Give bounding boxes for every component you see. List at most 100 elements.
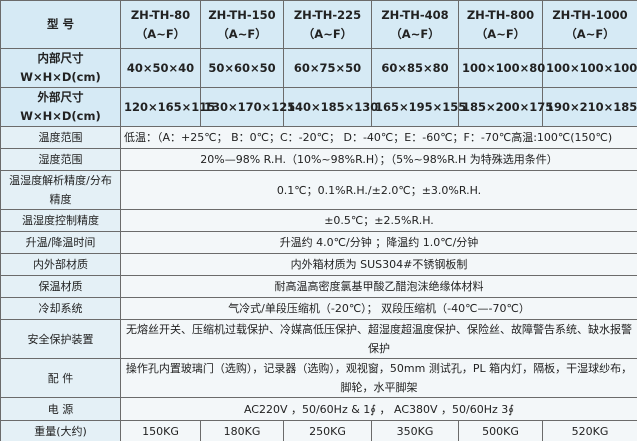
header-row: 型 号 ZH-TH-80 （A~F） ZH-TH-150 （A~F） ZH-TH-225 （… — [0, 0, 637, 49]
inner-size-cell: 40×50×40 — [120, 48, 201, 88]
spec-label-text: 升温/降温时间 — [25, 236, 96, 249]
weight-cell-text: 180KG — [223, 425, 261, 438]
outer-size-label-text: 外部尺寸 — [37, 90, 84, 104]
spec-value-text: 内外箱材质为 SUS304#不锈钢板制 — [290, 258, 468, 271]
weight-label-text: 重量(大约) — [34, 425, 87, 438]
spec-row: 温度范围 低温：（A：+25℃； B：0℃；C：-20℃； D：-40℃；E：-6… — [0, 126, 637, 149]
spec-row: 温湿度解析精度/分布精度 0.1℃；0.1%R.H./±2.0℃；±3.0%R.H… — [0, 170, 637, 210]
model-cell-text: ZH-TH-1000 — [552, 7, 628, 22]
model-cell: ZH-TH-80 （A~F） — [120, 0, 201, 49]
spec-label-text: 配 件 — [47, 371, 74, 385]
spec-label: 安全保护装置 — [0, 319, 121, 359]
spec-label: 内外部材质 — [0, 253, 121, 276]
model-cell-text: （A~F） — [565, 26, 615, 41]
weight-cell-text: 250KG — [309, 425, 346, 438]
weight-cell-text: 500KG — [482, 425, 519, 438]
inner-size-cell-text: 60×75×50 — [293, 60, 362, 75]
model-cell: ZH-TH-225 （A~F） — [283, 0, 372, 49]
spec-value: AC220V ，50/60Hz & 1∮ ， AC380V ，50/60Hz 3… — [120, 397, 637, 421]
spec-row: 电 源 AC220V ，50/60Hz & 1∮ ， AC380V ，50/60H… — [0, 397, 637, 421]
weight-cell-text: 350KG — [396, 425, 434, 438]
weight-cell: 520KG — [542, 420, 637, 441]
model-cell-text: ZH-TH-800 — [466, 7, 535, 22]
model-cell-text: （A~F） — [390, 26, 440, 41]
model-label-text: 型 号 — [46, 17, 74, 31]
spec-row: 内外部材质 内外箱材质为 SUS304#不锈钢板制 — [0, 253, 637, 276]
inner-size-label: 内部尺寸 W×H×D(cm) — [0, 48, 121, 88]
outer-size-cell-text: 130×170×125 — [204, 99, 296, 114]
outer-size-label: 外部尺寸 W×H×D(cm) — [0, 87, 121, 127]
outer-size-row: 外部尺寸 W×H×D(cm) 120×165×115 130×170×125 140×1… — [0, 87, 637, 127]
inner-size-cell-text: 100×100×80 — [462, 60, 546, 75]
model-cell-text: （A~F） — [135, 26, 186, 41]
spec-label: 保温材质 — [0, 275, 121, 298]
spec-row: 湿度范围 20%—98% R.H.（10%~98%R.H）；（5%~98%R.H … — [0, 148, 637, 171]
model-cell-text: ZH-TH-150 — [208, 7, 276, 22]
spec-label: 升温/降温时间 — [0, 231, 121, 254]
spec-value-text: 低温：（A：+25℃； B：0℃；C：-20℃； D：-40℃；E：-60℃；F… — [124, 131, 613, 144]
spec-value-text: ±0.5℃；±2.5%R.H. — [324, 214, 434, 227]
spec-label-text: 温湿度控制精度 — [22, 214, 99, 227]
spec-row: 保温材质 耐高温高密度氯基甲酸乙醋泡沫绝缘体材料 — [0, 275, 637, 298]
model-cell-text: （A~F） — [475, 26, 526, 41]
weight-cell: 250KG — [283, 420, 372, 441]
inner-size-cell: 100×100×80 — [458, 48, 546, 88]
spec-label: 温湿度解析精度/分布精度 — [0, 170, 121, 210]
spec-label-text: 温度范围 — [38, 131, 83, 144]
weight-cell: 180KG — [200, 420, 284, 441]
spec-label-text: 温湿度解析精度/分布精度 — [9, 174, 112, 206]
model-cell: ZH-TH-1000 （A~F） — [542, 0, 637, 49]
weight-label: 重量(大约) — [0, 420, 121, 441]
inner-size-label-text: 内部尺寸 — [37, 51, 84, 65]
inner-size-row: 内部尺寸 W×H×D(cm) 40×50×40 50×60×50 60×75×50 60×… — [0, 48, 637, 88]
model-label: 型 号 — [0, 0, 121, 49]
outer-size-cell-text: 165×195×155 — [375, 99, 467, 114]
inner-size-cell: 50×60×50 — [200, 48, 284, 88]
outer-size-cell-text: 140×185×130 — [287, 99, 379, 114]
spec-value-text: AC220V ，50/60Hz & 1∮ ， AC380V ，50/60Hz 3… — [243, 402, 515, 416]
spec-value: ±0.5℃；±2.5%R.H. — [120, 209, 637, 232]
outer-size-label-text: W×H×D(cm) — [20, 109, 101, 123]
spec-row: 配 件 操作孔内置玻璃门（选购），记录器（选购），观视窗，50mm 测试孔，PL … — [0, 358, 637, 398]
inner-size-cell-text: 100×100×100 — [546, 60, 637, 75]
inner-size-label-text: W×H×D(cm) — [20, 70, 101, 84]
spec-label: 配 件 — [0, 358, 121, 398]
inner-size-cell: 60×85×80 — [371, 48, 459, 88]
weight-cell-text: 150KG — [142, 425, 179, 438]
model-cell-text: （A~F） — [217, 26, 267, 41]
spec-label-text: 冷却系统 — [38, 302, 83, 315]
outer-size-cell: 140×185×130 — [283, 87, 378, 127]
outer-size-cell: 120×165×115 — [120, 87, 215, 127]
spec-row: 升温/降温时间 升温约 4.0℃/分钟 ；降温约 1.0℃/分钟 — [0, 231, 637, 254]
inner-size-cell-text: 60×85×80 — [381, 60, 449, 75]
model-cell: ZH-TH-800 （A~F） — [458, 0, 543, 49]
model-cell-text: ZH-TH-80 — [130, 7, 191, 22]
outer-size-cell-text: 190×210×185 — [546, 99, 637, 114]
outer-size-cell: 130×170×125 — [200, 87, 295, 127]
spec-value: 低温：（A：+25℃； B：0℃；C：-20℃； D：-40℃；E：-60℃；F… — [120, 126, 637, 149]
spec-value-text: 操作孔内置玻璃门（选购），记录器（选购），观视窗，50mm 测试孔，PL 箱内灯… — [125, 362, 633, 394]
spec-value-text: 20%—98% R.H.（10%~98%R.H）；（5%~98%R.H 为特殊选… — [200, 153, 558, 166]
spec-value: 无熔丝开关、压缩机过载保护、冷媒高低压保护、超湿度超温度保护、保险丝、故障警告系… — [120, 319, 637, 359]
spec-row: 安全保护装置 无熔丝开关、压缩机过载保护、冷媒高低压保护、超湿度超温度保护、保险丝… — [0, 319, 637, 359]
model-cell: ZH-TH-150 （A~F） — [200, 0, 284, 49]
weight-cell: 350KG — [371, 420, 459, 441]
outer-size-cell: 165×195×155 — [371, 87, 466, 127]
spec-label: 温度范围 — [0, 126, 121, 149]
model-cell-text: ZH-TH-408 — [381, 7, 449, 22]
spec-label-text: 保温材质 — [38, 280, 83, 293]
inner-size-cell-text: 50×60×50 — [208, 60, 276, 75]
weight-cell-text: 520KG — [571, 425, 609, 438]
spec-row: 冷却系统 气冷式/单段压缩机（-20℃）； 双段压缩机（-40℃—-70℃） — [0, 297, 637, 320]
outer-size-cell-text: 185×200×175 — [462, 99, 554, 114]
weight-cell: 150KG — [120, 420, 201, 441]
outer-size-cell-text: 120×165×115 — [124, 99, 216, 114]
outer-size-cell: 190×210×185 — [542, 87, 637, 127]
inner-size-cell: 100×100×100 — [542, 48, 637, 88]
weight-cell: 500KG — [458, 420, 543, 441]
weight-row: 重量(大约) 150KG 180KG 250KG 350KG 500KG 520KG — [0, 420, 637, 441]
outer-size-cell: 185×200×175 — [458, 87, 553, 127]
spec-value: 内外箱材质为 SUS304#不锈钢板制 — [120, 253, 637, 276]
spec-value-text: 耐高温高密度氯基甲酸乙醋泡沫绝缘体材料 — [274, 280, 484, 293]
